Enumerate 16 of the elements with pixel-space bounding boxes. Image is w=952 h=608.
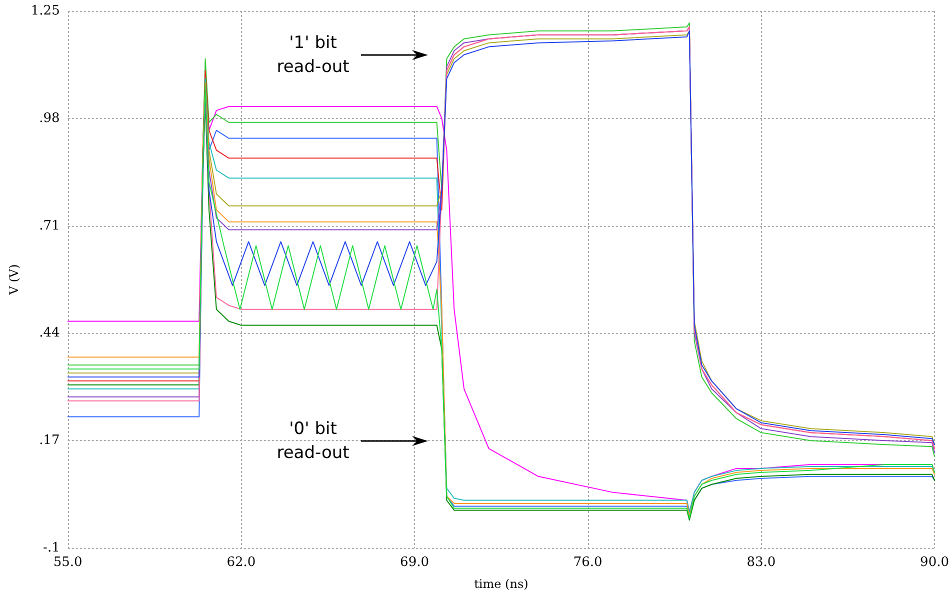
annotation: '1' bit read-out xyxy=(276,33,350,77)
annotation: '0' bit read-out xyxy=(276,419,350,463)
y-tick-label: .71 xyxy=(39,218,60,234)
x-tick-label: 62.0 xyxy=(226,555,256,570)
x-axis-title: time (ns) xyxy=(474,577,528,591)
x-tick-label: 76.0 xyxy=(573,555,602,570)
y-tick-label: 1.25 xyxy=(30,4,60,18)
x-tick-label: 55.0 xyxy=(53,555,82,570)
x-tick-label: 69.0 xyxy=(400,555,429,570)
y-tick-label: .98 xyxy=(39,110,60,126)
x-tick-label: 90.0 xyxy=(920,555,950,570)
y-tick-label: -.1 xyxy=(43,540,60,556)
x-tick-label: 83.0 xyxy=(746,555,776,570)
y-tick-label: .17 xyxy=(39,433,60,448)
y-axis-title: V (V) xyxy=(7,264,21,296)
y-tick-label: .44 xyxy=(39,326,60,341)
